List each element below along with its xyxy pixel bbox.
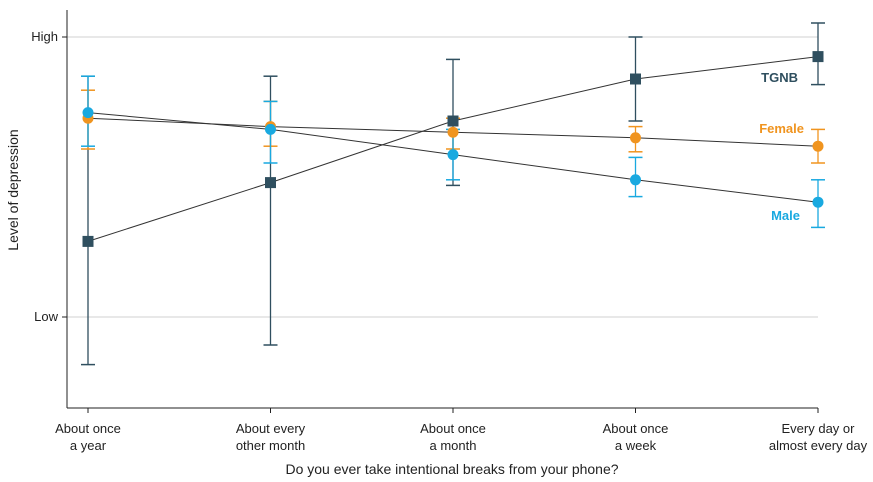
series-label-male: Male — [771, 208, 800, 223]
x-tick-label: a year — [70, 438, 107, 453]
series-label-female: Female — [759, 121, 804, 136]
data-point — [447, 115, 459, 127]
data-point — [812, 196, 824, 208]
x-tick-label: About once — [603, 421, 669, 436]
data-point — [265, 177, 276, 189]
x-tick-label: a month — [430, 438, 477, 453]
data-point — [812, 51, 824, 63]
labels: Low High About once a year About every other … — [31, 29, 867, 453]
x-tick-label: About every — [236, 421, 306, 436]
series-group — [81, 22, 825, 366]
series-tgnb — [81, 22, 825, 366]
x-tick-label: almost every day — [769, 438, 868, 453]
data-point — [447, 149, 459, 161]
gridlines — [67, 36, 818, 318]
data-point — [82, 235, 94, 247]
x-tick-label: other month — [236, 438, 305, 453]
data-point — [812, 140, 824, 152]
y-axis-title: Level of depression — [5, 129, 21, 250]
x-tick-label: a week — [615, 438, 657, 453]
x-tick-label: Every day or — [782, 421, 856, 436]
x-tick-label: About once — [55, 421, 121, 436]
markers-tgnb — [82, 51, 824, 247]
y-tick-label: High — [31, 29, 58, 44]
data-point — [630, 73, 641, 85]
x-axis-title: Do you ever take intentional breaks from… — [285, 461, 618, 477]
data-point — [447, 126, 459, 138]
data-point — [265, 123, 276, 135]
data-point — [630, 132, 641, 144]
data-point — [82, 107, 94, 119]
series-label-tgnb: TGNB — [761, 70, 798, 85]
axes — [62, 10, 819, 413]
markers-male — [82, 107, 824, 208]
y-tick-label: Low — [34, 309, 58, 324]
x-tick-label: About once — [420, 421, 486, 436]
data-point — [630, 174, 641, 186]
